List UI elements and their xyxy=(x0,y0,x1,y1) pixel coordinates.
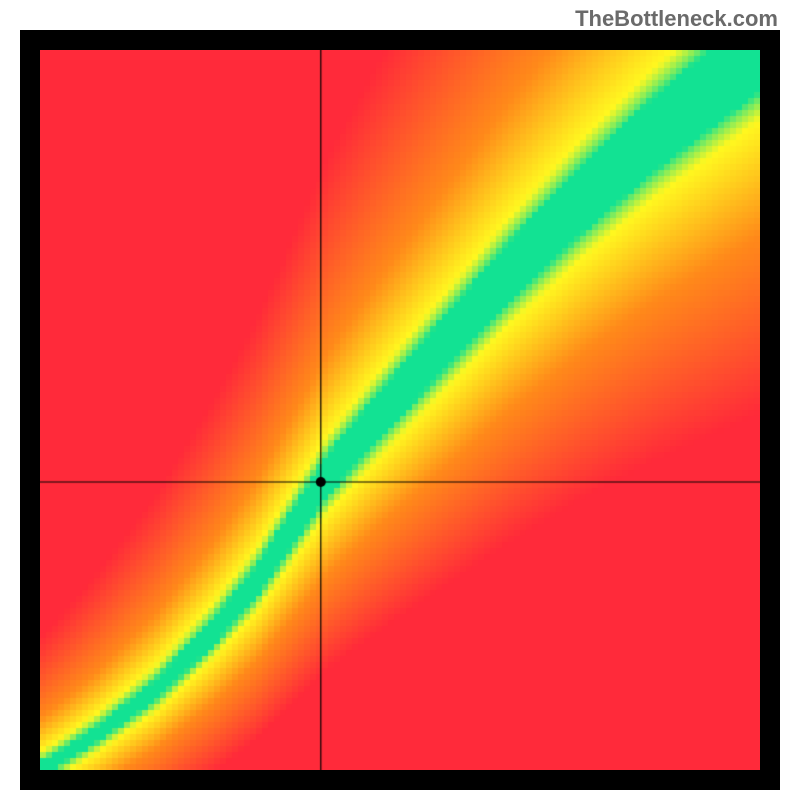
bottleneck-heatmap xyxy=(40,50,760,770)
watermark-text: TheBottleneck.com xyxy=(575,6,778,32)
chart-container: TheBottleneck.com xyxy=(0,0,800,800)
